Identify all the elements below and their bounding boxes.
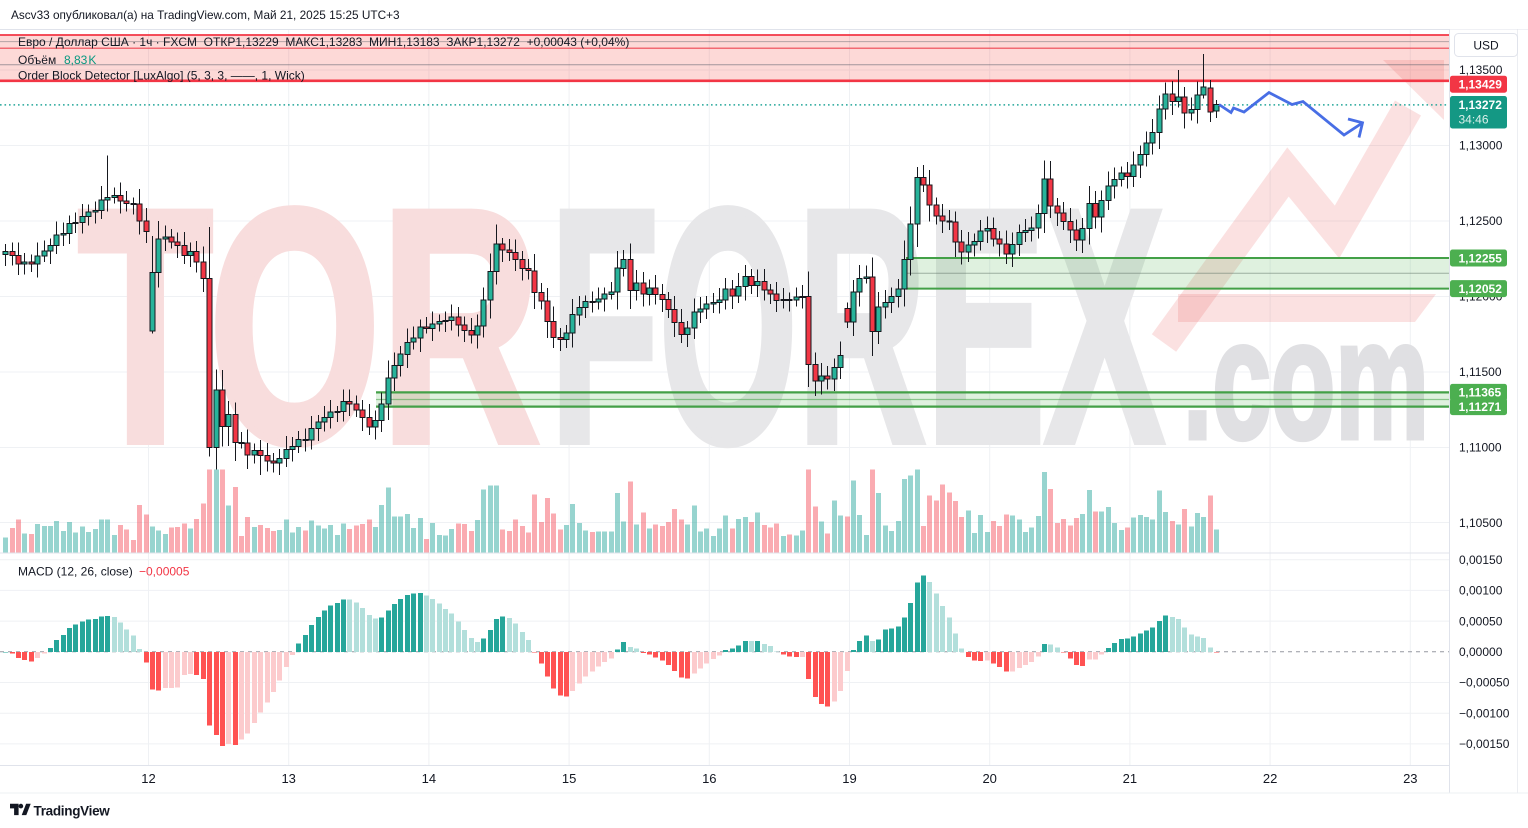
svg-text:13: 13 <box>281 771 295 786</box>
svg-text:1,12255: 1,12255 <box>1459 251 1503 265</box>
svg-text:22: 22 <box>1263 771 1277 786</box>
svg-text:1,11000: 1,11000 <box>1459 441 1502 455</box>
svg-text:USD: USD <box>1473 39 1499 53</box>
svg-text:0,00100: 0,00100 <box>1459 584 1503 598</box>
svg-text:1,12052: 1,12052 <box>1459 282 1503 296</box>
svg-text:1,12500: 1,12500 <box>1459 214 1503 228</box>
svg-text:16: 16 <box>702 771 716 786</box>
svg-text:1,13500: 1,13500 <box>1459 63 1503 77</box>
svg-text:Объём: Объём <box>18 53 56 67</box>
svg-text:21: 21 <box>1123 771 1137 786</box>
svg-text:0,00000: 0,00000 <box>1459 645 1503 659</box>
svg-text:0,00150: 0,00150 <box>1459 553 1503 567</box>
svg-text:14: 14 <box>422 771 436 786</box>
svg-text:FOREX: FOREX <box>550 141 1165 512</box>
svg-text:8,83 K: 8,83 K <box>64 53 96 67</box>
svg-text:12: 12 <box>141 771 155 786</box>
svg-text:1,11365: 1,11365 <box>1459 386 1502 400</box>
svg-text:−0,00100: −0,00100 <box>1459 706 1510 720</box>
svg-text:−0,00005: −0,00005 <box>139 565 190 579</box>
svg-text:Ascv33 опубликовал(а) на Tradi: Ascv33 опубликовал(а) на TradingView.com… <box>11 8 400 22</box>
svg-text:19: 19 <box>842 771 856 786</box>
svg-text:MACD (12, 26, close): MACD (12, 26, close) <box>18 565 133 579</box>
svg-text:34:46: 34:46 <box>1459 113 1489 127</box>
svg-text:20: 20 <box>982 771 996 786</box>
svg-text:TradingView: TradingView <box>34 804 111 819</box>
svg-text:Евро / Доллар США · 1ч · FXCM: Евро / Доллар США · 1ч · FXCM ОТКР1,1322… <box>18 35 629 49</box>
svg-text:15: 15 <box>562 771 576 786</box>
svg-text:1,11271: 1,11271 <box>1459 400 1502 414</box>
svg-text:TOR: TOR <box>78 141 540 512</box>
svg-text:0,00050: 0,00050 <box>1459 614 1503 628</box>
svg-text:1,11500: 1,11500 <box>1459 365 1502 379</box>
svg-text:1,13000: 1,13000 <box>1459 139 1503 153</box>
svg-text:.com: .com <box>1183 285 1429 475</box>
svg-text:1,13429: 1,13429 <box>1459 78 1503 92</box>
svg-text:−0,00050: −0,00050 <box>1459 676 1510 690</box>
svg-text:−0,00150: −0,00150 <box>1459 737 1510 751</box>
svg-text:23: 23 <box>1403 771 1417 786</box>
svg-text:1,10500: 1,10500 <box>1459 516 1503 530</box>
svg-text:Order Block Detector [LuxAlgo]: Order Block Detector [LuxAlgo] (5, 3, 3,… <box>18 69 305 83</box>
svg-text:1,13272: 1,13272 <box>1459 98 1503 112</box>
